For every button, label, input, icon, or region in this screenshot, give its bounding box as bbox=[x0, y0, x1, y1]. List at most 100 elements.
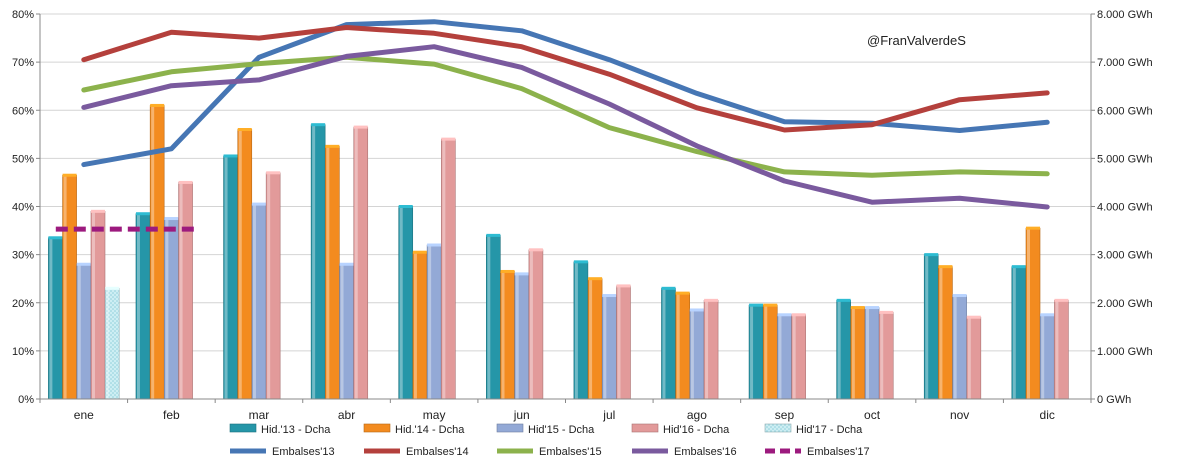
bar-highlight bbox=[866, 308, 870, 399]
bar-highlight bbox=[91, 212, 95, 399]
x-axis-category-label: abr bbox=[338, 408, 355, 422]
bar-cap bbox=[836, 298, 851, 302]
bar-cap bbox=[325, 144, 340, 148]
bar-cap bbox=[602, 294, 617, 298]
right-axis-tick-label: 7.000 GWh bbox=[1097, 57, 1153, 69]
bar-highlight bbox=[953, 296, 957, 399]
bar-cap bbox=[223, 154, 238, 158]
right-axis-tick-label: 1.000 GWh bbox=[1097, 346, 1153, 358]
bar-highlight bbox=[179, 183, 183, 399]
legend-label: Embalses'16 bbox=[674, 446, 737, 458]
x-axis-category-label: may bbox=[423, 408, 446, 422]
bar-cap bbox=[661, 286, 676, 290]
bar-highlight bbox=[252, 205, 256, 399]
bar-highlight bbox=[165, 219, 169, 399]
legend: Hid.'13 - Dcha Hid.'14 - Dcha Hid'15 - Dch… bbox=[229, 423, 870, 458]
series-line bbox=[81, 19, 1050, 168]
bar-highlight bbox=[764, 306, 768, 399]
bar-highlight bbox=[574, 262, 578, 399]
bar-cap bbox=[675, 291, 690, 295]
bar-cap bbox=[427, 243, 442, 247]
bar-cap bbox=[777, 313, 792, 317]
bar-highlight bbox=[1041, 315, 1045, 399]
bar-cap bbox=[938, 265, 953, 269]
bar-cap bbox=[500, 269, 515, 273]
bar-highlight bbox=[136, 214, 140, 399]
legend-label: Hid.'13 - Dcha bbox=[261, 424, 331, 436]
line-series bbox=[81, 54, 1050, 178]
bar-cap bbox=[412, 250, 427, 254]
legend-swatch bbox=[631, 423, 659, 433]
right-axis-tick-label: 2.000 GWh bbox=[1097, 298, 1153, 310]
bar-highlight bbox=[399, 207, 403, 399]
legend-label: Embalses'13 bbox=[272, 446, 335, 458]
bar-cap bbox=[791, 313, 806, 317]
bar-cap bbox=[763, 303, 778, 307]
x-axis-category-label: sep bbox=[775, 408, 795, 422]
bar-cap bbox=[178, 180, 193, 184]
bar-series bbox=[104, 286, 120, 400]
bar-series-layer bbox=[48, 103, 1069, 400]
bar-highlight bbox=[487, 236, 491, 399]
legend-swatch bbox=[496, 423, 524, 433]
left-axis-tick-label: 50% bbox=[12, 153, 34, 165]
bar-highlight bbox=[925, 255, 929, 399]
line-series-layer bbox=[55, 19, 1050, 232]
bar-highlight bbox=[851, 308, 855, 399]
bar-highlight bbox=[778, 315, 782, 399]
x-axis-category-label: ago bbox=[687, 408, 707, 422]
bar-cap bbox=[588, 277, 603, 281]
bar-highlight bbox=[224, 156, 228, 399]
bar-highlight bbox=[77, 265, 81, 399]
bar-highlight bbox=[106, 289, 110, 399]
bar-highlight bbox=[354, 128, 358, 399]
x-axis-category-label: dic bbox=[1040, 408, 1055, 422]
legend-item: Hid'15 - Dcha bbox=[496, 423, 595, 436]
bar-highlight bbox=[1012, 267, 1016, 399]
bar-cap bbox=[528, 248, 543, 252]
bar-cap bbox=[514, 272, 529, 276]
bar-cap bbox=[339, 262, 354, 266]
bar-highlight bbox=[662, 289, 666, 399]
bar-cap bbox=[924, 253, 939, 257]
left-axis-tick-label: 80% bbox=[12, 9, 34, 21]
bar-highlight bbox=[501, 272, 505, 399]
left-axis-tick-label: 0% bbox=[18, 394, 34, 406]
x-axis-category-label: jul bbox=[602, 408, 615, 422]
line-series bbox=[81, 25, 1050, 133]
bar-highlight bbox=[880, 313, 884, 399]
bar-cap bbox=[398, 205, 413, 208]
bar-highlight bbox=[151, 106, 155, 399]
bar-cap bbox=[150, 103, 165, 107]
left-axis-tick-label: 40% bbox=[12, 202, 34, 214]
bar-cap bbox=[164, 217, 179, 221]
left-axis-tick-label: 30% bbox=[12, 250, 34, 262]
bar-highlight bbox=[49, 238, 53, 399]
left-axis-tick-label: 70% bbox=[12, 57, 34, 69]
legend-item: Embalses'17 bbox=[765, 446, 870, 458]
legend-item: Hid'17 - Dcha bbox=[764, 423, 863, 436]
right-axis-tick-label: 6.000 GWh bbox=[1097, 105, 1153, 117]
bar-highlight bbox=[267, 173, 271, 399]
bar-highlight bbox=[238, 130, 242, 399]
bar-cap bbox=[704, 298, 719, 302]
bar-cap bbox=[749, 303, 764, 307]
bar-cap bbox=[865, 306, 880, 310]
x-axis-category-label: nov bbox=[950, 408, 969, 422]
left-axis-tick-label: 10% bbox=[12, 346, 34, 358]
legend-item: Embalses'16 bbox=[632, 446, 737, 458]
bar-highlight bbox=[967, 318, 971, 399]
x-axis-category-label: oct bbox=[864, 408, 881, 422]
legend-label: Hid.'14 - Dcha bbox=[395, 424, 465, 436]
x-axis-category-label: jun bbox=[513, 408, 530, 422]
legend-label: Embalses'15 bbox=[539, 446, 602, 458]
legend-label: Hid'17 - Dcha bbox=[796, 424, 863, 436]
bar-cap bbox=[486, 233, 501, 237]
x-axis-category-label: ene bbox=[74, 408, 94, 422]
bar-cap bbox=[850, 306, 865, 310]
bar-cap bbox=[1026, 226, 1041, 230]
bar-cap bbox=[62, 173, 77, 177]
legend-item: Hid'16 - Dcha bbox=[631, 423, 730, 436]
bar-highlight bbox=[428, 246, 432, 399]
bar-highlight bbox=[939, 267, 943, 399]
